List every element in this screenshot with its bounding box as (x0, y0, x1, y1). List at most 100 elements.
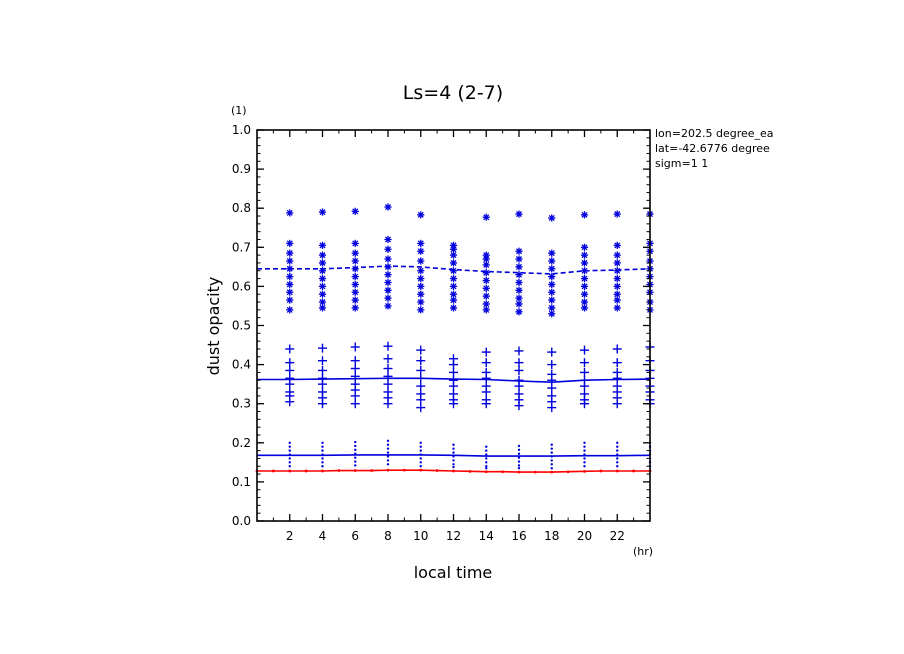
star-marker (613, 267, 621, 275)
star-marker (417, 239, 425, 247)
star-marker (318, 251, 327, 259)
star-marker (548, 288, 556, 296)
plus-marker (580, 399, 589, 409)
plus-marker (416, 356, 426, 366)
star-marker (318, 304, 327, 312)
dot-marker (386, 459, 390, 462)
x-tick-label: 22 (610, 529, 625, 543)
star-marker (384, 245, 392, 253)
plus-marker (612, 399, 622, 409)
plus-marker (383, 371, 393, 381)
dot-marker (321, 465, 324, 468)
plot-area (255, 203, 655, 474)
x-tick-label: 12 (446, 529, 461, 543)
axes: 0.0 0.1 0.2 0.3 0.4 0.5 0.6 0.7 0.8 0.9 1.0 2 4 6 8 10 1… (232, 123, 651, 543)
star-marker (417, 267, 425, 275)
plus-marker (612, 344, 622, 354)
x-tick-label: 6 (351, 529, 359, 543)
star-marker (515, 286, 523, 294)
star-marker (515, 247, 523, 255)
star-marker (580, 259, 589, 267)
plus-marker (383, 379, 393, 389)
star-marker (515, 278, 523, 287)
y-tick-label: 0.1 (232, 475, 251, 489)
star-marker (384, 271, 392, 279)
series-point (435, 469, 439, 472)
plus-marker (580, 358, 589, 368)
y-tick-label: 0.7 (232, 240, 251, 254)
plus-marker (547, 403, 557, 413)
dot-marker (354, 452, 357, 455)
series-point (583, 469, 586, 473)
dot-marker (419, 465, 422, 468)
plus-marker (285, 379, 295, 389)
plus-marker (449, 381, 458, 391)
dot-marker (386, 447, 390, 450)
plus-marker (612, 373, 622, 383)
plus-marker (481, 399, 491, 409)
star-marker (318, 259, 327, 267)
dot-marker (616, 465, 619, 468)
series-point (353, 469, 357, 472)
star-marker (417, 306, 425, 314)
star-marker (449, 259, 458, 267)
star-marker (482, 306, 490, 314)
star-marker (351, 273, 359, 281)
dot-marker (321, 449, 324, 452)
plus-marker (350, 364, 360, 374)
dot-marker (288, 457, 291, 460)
star-marker (580, 282, 589, 290)
star-marker (482, 292, 490, 300)
dot-marker (517, 464, 521, 467)
plus-marker (350, 356, 360, 366)
star-marker (515, 263, 523, 271)
dot-marker (485, 465, 488, 468)
series-point (632, 469, 636, 473)
dot-marker (550, 455, 553, 458)
dot-marker (452, 465, 455, 469)
star-marker (580, 211, 589, 219)
star-marker (613, 274, 621, 283)
star-marker (515, 271, 523, 279)
dot-marker (354, 444, 357, 448)
star-marker (318, 267, 327, 275)
dot-marker (419, 441, 422, 444)
dot-marker (354, 464, 357, 467)
star-marker (449, 267, 458, 275)
plus-marker (285, 365, 295, 375)
dot-marker (616, 449, 619, 452)
star-marker (449, 245, 458, 253)
star-marker (286, 306, 294, 314)
y-tick-label: 0.9 (232, 162, 251, 176)
x-tick-label: 20 (577, 529, 592, 543)
dot-marker (485, 467, 488, 470)
star-marker (580, 274, 589, 283)
dot-marker (288, 445, 291, 448)
x-axis-title: local time (414, 563, 493, 582)
dot-marker (485, 453, 488, 456)
plus-marker (383, 399, 393, 409)
star-marker (351, 296, 359, 304)
y-tick-label: 0.2 (232, 436, 251, 450)
star-marker (384, 203, 392, 211)
x-tick-label: 14 (479, 529, 494, 543)
dot-marker (485, 445, 488, 448)
dot-marker (288, 453, 291, 456)
star-marker (417, 282, 425, 290)
dot-marker (550, 459, 553, 462)
y-axis-title: dust opacity (204, 277, 223, 376)
star-marker (384, 286, 392, 294)
dot-marker (452, 451, 455, 454)
plus-marker (416, 403, 426, 413)
y-tick-label: 0.4 (232, 358, 251, 372)
plus-marker (449, 367, 458, 377)
y-tick-label: 1.0 (232, 123, 251, 137)
star-marker (351, 265, 359, 273)
star-marker (613, 304, 621, 312)
star-marker (286, 209, 294, 217)
series-point (337, 469, 341, 472)
star-marker (318, 208, 327, 216)
dot-marker (583, 465, 586, 468)
star-marker (580, 251, 589, 259)
dot-marker (583, 445, 586, 448)
